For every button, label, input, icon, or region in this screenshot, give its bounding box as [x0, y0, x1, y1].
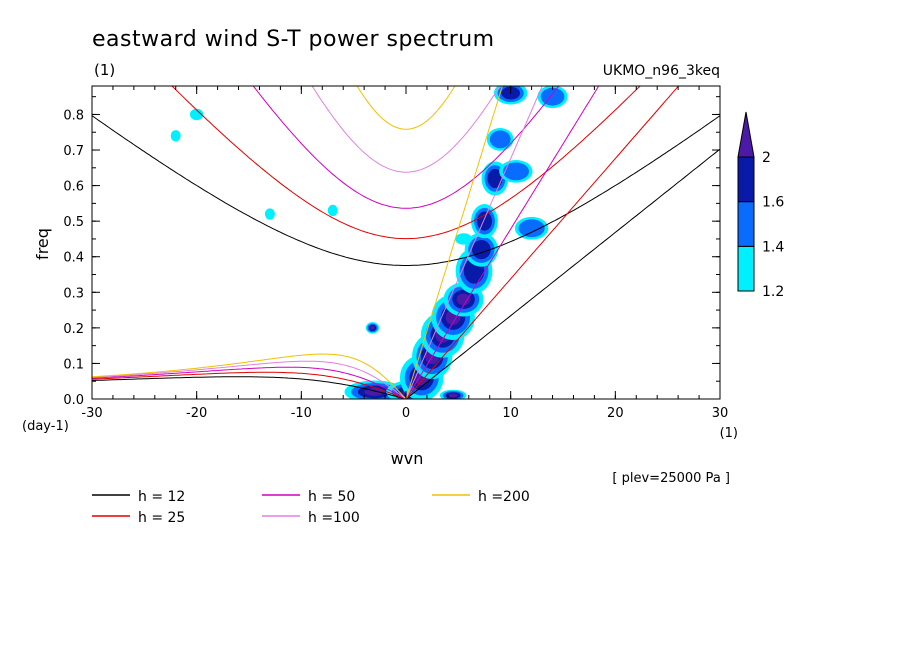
y-tick-label: 0.6: [63, 180, 84, 195]
y-tick-label: 0.5: [63, 215, 84, 230]
plev-annotation: [ plev=25000 Pa ]: [612, 471, 730, 486]
power-blob-9-level-2: [477, 211, 492, 231]
x-tick-label: -20: [186, 406, 207, 421]
power-blob-22-level-0: [455, 233, 472, 245]
y-unit-label: (day-1): [22, 419, 69, 434]
power-blob-8-level-2: [471, 240, 491, 260]
curve-ig-h100: [311, 86, 501, 173]
colorbar-label: 1.4: [762, 239, 784, 255]
colorbar-segment: [737, 245, 755, 292]
x-tick-label: -10: [291, 406, 312, 421]
units-label: (1): [94, 61, 115, 79]
power-blob-19-level-0: [170, 130, 181, 142]
curve-ig-h12: [92, 115, 720, 266]
curve-kelvin-h12: [405, 148, 720, 399]
y-axis-label: freq: [33, 228, 52, 260]
curve-rossby-h50: [92, 366, 407, 399]
power-blob-16-level-1: [540, 87, 565, 106]
power-blob-12-level-3: [448, 393, 458, 398]
x-unit-label: (1): [720, 426, 738, 441]
power-blob-13-level-3: [370, 325, 375, 330]
x-axis-label: wvn: [391, 449, 424, 468]
power-blob-10-level-2: [487, 168, 503, 189]
legend-label-h25: h = 25: [138, 510, 185, 526]
colorbar-label: 1.6: [762, 195, 784, 211]
x-tick-label: 0: [402, 406, 410, 421]
x-tick-label: 10: [502, 406, 519, 421]
curve-ig-h200: [356, 86, 456, 130]
power-blob-21-level-0: [327, 204, 338, 217]
curve-rossby-h100: [92, 360, 407, 399]
y-tick-label: 0.3: [63, 286, 84, 301]
power-blob-20-level-0: [264, 208, 275, 220]
curve-rossby-h12: [92, 376, 407, 399]
x-tick-label: 20: [607, 406, 624, 421]
y-tick-label: 0.4: [63, 251, 84, 266]
colorbar-label: 2: [762, 150, 771, 166]
y-tick-label: 0.7: [63, 144, 84, 159]
curve-kelvin-h50: [405, 86, 600, 399]
power-blob-15-level-1: [502, 162, 529, 181]
legend-label-h50: h = 50: [308, 489, 355, 505]
legend-label-h100: h =100: [308, 510, 360, 526]
power-blob-17-level-1: [489, 130, 511, 149]
colorbar-arrow: [737, 111, 755, 158]
power-blob-6-level-3: [456, 293, 471, 306]
power-blob-14-level-1: [518, 219, 545, 238]
legend-label-h12: h = 12: [138, 489, 185, 505]
curve-rossby-h200: [92, 353, 407, 399]
y-tick-label: 0.8: [63, 108, 84, 123]
y-tick-label: 0.1: [63, 357, 84, 372]
x-tick-label: -30: [81, 406, 102, 421]
curve-ig-h25: [171, 86, 641, 240]
chart-title: eastward wind S-T power spectrum: [92, 27, 495, 52]
colorbar-label: 1.2: [762, 284, 784, 300]
dispersion-curves: [92, 86, 720, 399]
colorbar-segment: [737, 201, 755, 247]
curve-ig-h50: [252, 86, 560, 209]
colorbar: 1.2 1.4 1.6 2: [737, 111, 784, 300]
y-tick-label: 0.0: [63, 393, 84, 408]
colorbar-segment: [737, 156, 755, 203]
legend-label-h200: h =200: [478, 489, 530, 505]
curve-rossby-h25: [92, 371, 407, 399]
legend: h = 12 h = 25 h = 50 h =100 h =200: [92, 489, 530, 526]
curve-kelvin-h25: [405, 86, 680, 399]
x-tick-label: 30: [712, 406, 729, 421]
plot-frame: [91, 85, 721, 400]
power-blob-18-level-0: [189, 108, 204, 121]
axis-ticks: -30 -20 -10 0 10 20 30 0.0 0.1 0.2 0.3 0.4 0.5 0.6 0.7…: [63, 86, 728, 421]
curve-kelvin-h100: [405, 86, 543, 399]
y-tick-label: 0.2: [63, 322, 84, 337]
model-label: UKMO_n96_3keq: [603, 63, 720, 79]
curve-kelvin-h200: [405, 86, 503, 399]
